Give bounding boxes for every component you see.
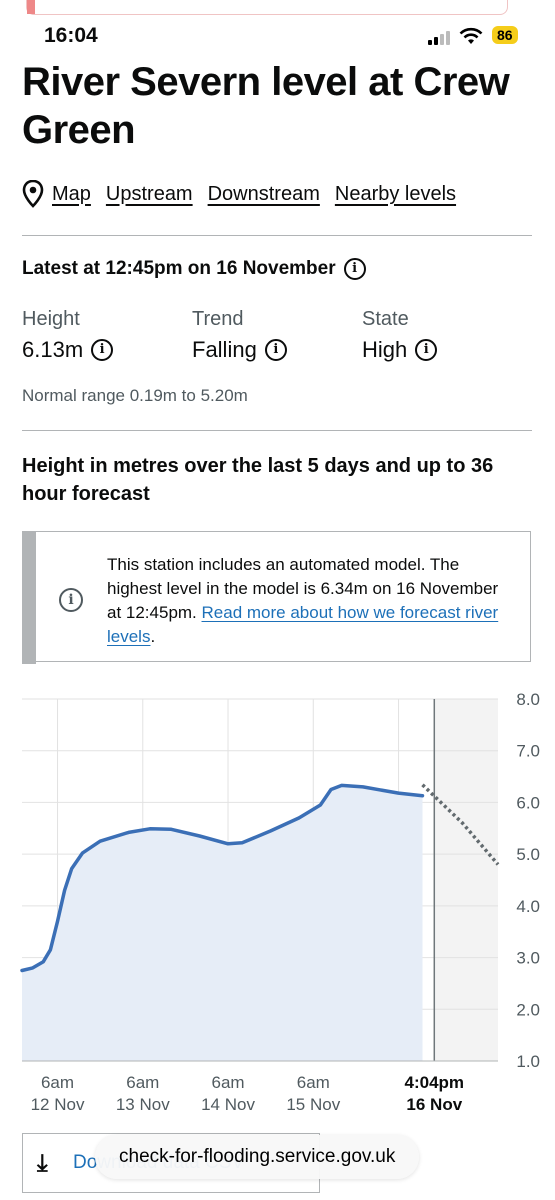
x-tick-label: 6am [41,1073,74,1092]
state-stat: State High i [362,308,438,363]
forecast-line [421,783,500,866]
forecast-background [434,699,498,1061]
notice-bar [22,531,36,664]
river-level-chart[interactable]: 8.0 7.0 6.0 5.0 4.0 3.0 2.0 1.0 6am 12 Nov 6am 13 N… [0,685,555,1125]
forecast-notice: i This station includes an automated mod… [22,531,531,664]
trend-label: Trend [192,308,244,330]
x-tick-label: 14 Nov [201,1095,255,1114]
status-bar: 16:04 86 [0,22,555,52]
station-links: Map Upstream Downstream Nearby levels [22,179,471,209]
height-value: 6.13m [22,337,84,362]
divider [22,235,532,236]
state-label: State [362,308,409,330]
address-url: check-for-flooding.service.gov.uk [119,1146,396,1167]
y-tick-label: 3.0 [516,949,540,968]
status-time: 16:04 [44,24,98,47]
page-title: River Severn level at Crew Green [22,60,510,152]
info-icon[interactable]: i [264,339,287,361]
x-tick-label: 13 Nov [116,1095,170,1114]
y-tick-label: 4.0 [516,897,540,916]
info-icon[interactable]: i [91,339,114,361]
signal-icon [428,31,450,45]
nearby-levels-link[interactable]: Nearby levels [334,182,457,205]
y-tick-label: 8.0 [516,690,540,709]
forecast-info-link[interactable]: Read more about how we forecast river le… [107,603,499,646]
x-tick-label: 12 Nov [31,1095,85,1114]
y-tick-label: 1.0 [516,1052,540,1071]
normal-range: Normal range 0.19m to 5.20m [22,386,248,405]
x-tick-label: 6am [211,1073,244,1092]
state-value: High [362,337,408,362]
height-stat: Height 6.13m i [22,308,114,363]
latest-heading-text: Latest at 12:45pm on 16 November [22,258,336,279]
observed-line [20,783,425,973]
x-tick-label: 16 Nov [406,1095,462,1114]
downstream-link[interactable]: Downstream [207,182,320,205]
map-pin-icon [22,180,44,208]
wifi-icon [459,27,483,44]
divider [22,430,532,431]
info-icon[interactable]: i [343,258,366,280]
y-tick-label: 2.0 [516,1000,540,1019]
y-tick-label: 5.0 [516,845,540,864]
trend-value: Falling [192,337,257,362]
trend-stat: Trend Falling i [192,308,287,363]
notice-body: This station includes an automated model… [107,555,499,622]
info-icon: i [59,588,83,612]
previous-banner-edge [26,0,508,15]
battery-indicator: 86 [492,26,518,44]
observed-area [22,785,423,1061]
height-label: Height [22,308,80,330]
y-tick-label: 6.0 [516,793,540,812]
x-tick-label: 6am [126,1073,159,1092]
download-icon: ⤓ [37,1150,48,1177]
latest-heading: Latest at 12:45pm on 16 November i [22,258,366,280]
x-tick-label: 15 Nov [286,1095,340,1114]
address-bar[interactable]: check-for-flooding.service.gov.uk [95,1135,420,1179]
y-tick-label: 7.0 [516,742,540,761]
upstream-link[interactable]: Upstream [105,182,193,205]
chart-title: Height in metres over the last 5 days an… [22,455,494,505]
map-link[interactable]: Map [52,182,91,205]
x-tick-label: 6am [297,1073,330,1092]
x-tick-label: 4:04pm [405,1073,465,1092]
notice-end: . [150,627,156,646]
info-icon[interactable]: i [415,339,438,361]
notice-text: This station includes an automated model… [107,553,512,649]
